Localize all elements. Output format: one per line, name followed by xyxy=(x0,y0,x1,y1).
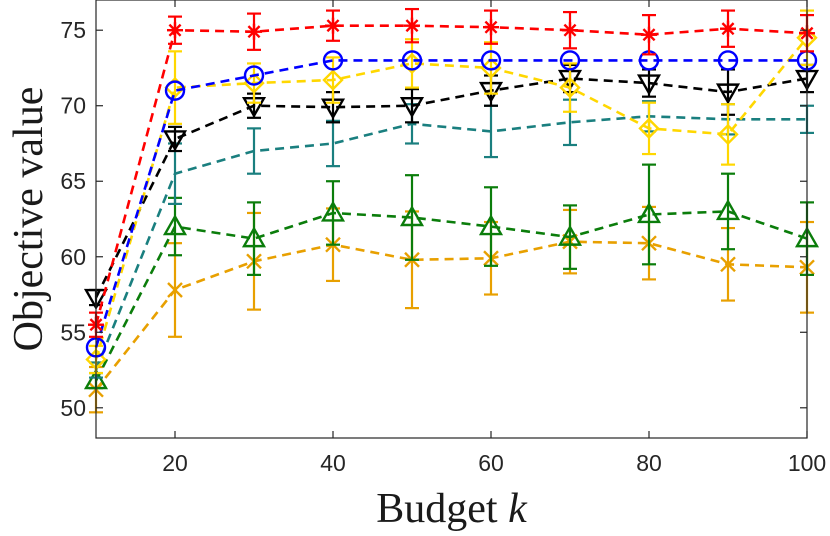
marker-stroke xyxy=(167,282,183,298)
x-tick-label: 80 xyxy=(636,450,662,476)
data-point xyxy=(636,202,662,224)
series-line xyxy=(94,59,807,348)
data-point xyxy=(717,50,739,71)
plot-area-background xyxy=(96,0,807,438)
marker-stroke xyxy=(326,19,340,33)
x-axis-title-text: Budget xyxy=(376,486,498,532)
data-point xyxy=(715,199,741,221)
x-axis-title-variable: k xyxy=(508,486,528,532)
data-point xyxy=(562,22,578,39)
data-point xyxy=(636,74,662,96)
data-point xyxy=(162,214,188,236)
series-2 xyxy=(85,9,818,375)
marker-stroke xyxy=(720,256,736,273)
x-tick-label: 60 xyxy=(478,450,504,476)
marker-stroke xyxy=(484,20,498,34)
series-line xyxy=(94,210,808,382)
series-line xyxy=(94,36,809,360)
data-point xyxy=(715,83,741,105)
tick-layer: 20 40 60 80 100 50 55 60 65 70 75 xyxy=(60,0,826,476)
y-tick-label: 55 xyxy=(60,319,86,345)
x-tick-label: 100 xyxy=(788,450,826,476)
series-1 xyxy=(85,50,818,358)
data-point xyxy=(483,19,499,36)
y-tick-label: 70 xyxy=(60,93,86,119)
marker-stroke xyxy=(642,28,656,42)
y-tick-label: 75 xyxy=(60,17,86,43)
data-point xyxy=(559,50,581,71)
data-point xyxy=(167,22,183,39)
data-point xyxy=(322,50,344,71)
data-point xyxy=(167,282,183,298)
marker-stroke xyxy=(405,19,419,33)
y-tick-label: 60 xyxy=(60,244,86,270)
marker-stroke xyxy=(721,22,735,36)
data-point xyxy=(720,20,736,37)
marker-stroke xyxy=(563,23,577,37)
marker-stroke xyxy=(168,23,182,37)
y-tick-label: 65 xyxy=(60,168,86,194)
data-point xyxy=(320,200,346,222)
data-point xyxy=(322,69,344,91)
data-point xyxy=(717,123,739,146)
data-point xyxy=(162,130,188,152)
data-point xyxy=(401,50,423,71)
series-line xyxy=(94,240,808,391)
data-point xyxy=(480,50,502,71)
y-tick-label: 50 xyxy=(60,395,86,421)
data-point xyxy=(164,80,186,101)
data-point xyxy=(399,205,425,227)
data-point xyxy=(243,72,265,94)
data-point xyxy=(246,23,262,40)
data-point xyxy=(243,65,265,86)
plot-area-frame xyxy=(95,0,808,439)
data-point xyxy=(325,17,341,34)
y-axis-title: Objective value xyxy=(6,87,52,352)
series-line xyxy=(94,24,808,326)
data-point xyxy=(641,26,657,43)
data-point xyxy=(559,76,581,99)
data-point xyxy=(720,256,736,273)
x-tick-label: 40 xyxy=(320,450,346,476)
x-axis-title: Budget k xyxy=(376,486,528,532)
data-point xyxy=(480,57,502,79)
data-point xyxy=(399,97,425,119)
data-point xyxy=(241,226,267,248)
data-point xyxy=(557,224,583,246)
x-tick-label: 20 xyxy=(162,450,188,476)
data-point xyxy=(638,117,660,140)
data-point xyxy=(478,214,504,236)
marker-stroke xyxy=(247,25,261,39)
data-point xyxy=(404,17,420,34)
